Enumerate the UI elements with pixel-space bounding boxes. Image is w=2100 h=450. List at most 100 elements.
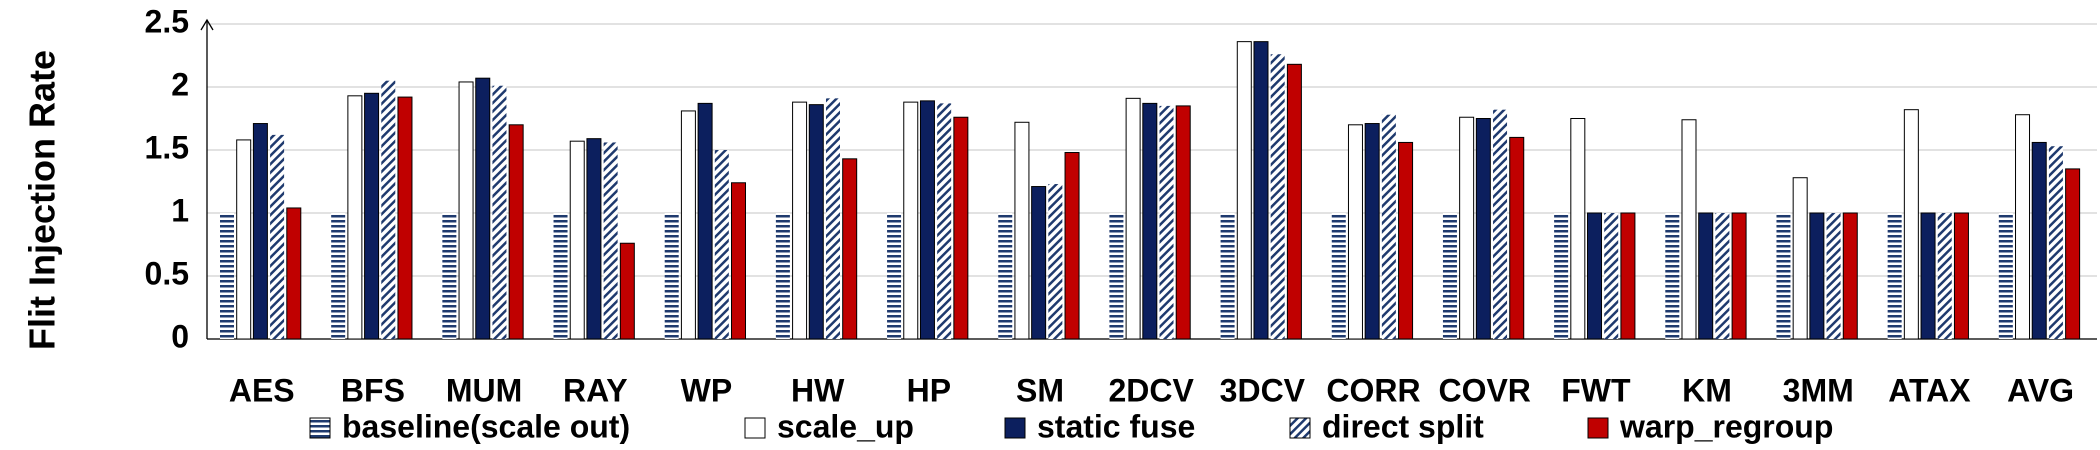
bar <box>442 213 457 339</box>
bar <box>1953 212 1969 340</box>
bar <box>1937 213 1952 339</box>
legend-label: baseline(scale out) <box>342 408 630 444</box>
bar <box>1842 212 1858 340</box>
bar <box>1398 141 1414 340</box>
x-tick-label: AES <box>229 372 295 408</box>
bar <box>1014 121 1030 340</box>
bar <box>887 213 902 339</box>
bar <box>808 104 824 340</box>
bar <box>1331 213 1346 339</box>
bar <box>842 158 858 340</box>
bar <box>347 95 363 340</box>
bar <box>1347 124 1363 340</box>
bar <box>1587 212 1603 340</box>
x-tick-label: 3DCV <box>1220 372 1306 408</box>
bar <box>1998 213 2013 339</box>
x-tick-label: HP <box>907 372 951 408</box>
bar <box>1715 213 1730 339</box>
bar <box>1220 213 1235 339</box>
bar <box>1776 213 1791 339</box>
y-tick-label: 1 <box>171 192 189 228</box>
y-axis-arrow <box>200 18 214 31</box>
bar <box>270 134 285 339</box>
bar <box>1125 97 1141 340</box>
bar <box>2031 141 2047 340</box>
bar <box>381 80 396 339</box>
legend-label: direct split <box>1322 408 1484 444</box>
bar <box>1381 114 1396 339</box>
y-tick-label: 0 <box>171 318 189 354</box>
bar <box>1109 213 1124 339</box>
bar <box>1604 213 1619 339</box>
x-tick-label: WP <box>681 372 733 408</box>
bar <box>1459 116 1475 340</box>
bar <box>364 92 380 340</box>
bar <box>2015 114 2031 340</box>
bar <box>1031 186 1047 340</box>
legend-swatch <box>744 417 766 439</box>
bar <box>697 102 713 340</box>
bar <box>1159 105 1174 340</box>
bar <box>1681 119 1697 340</box>
bar <box>1364 123 1380 340</box>
y-tick-label: 2 <box>171 66 189 102</box>
y-tick-label: 0.5 <box>145 255 189 291</box>
x-tick-label: RAY <box>563 372 628 408</box>
bar <box>252 123 268 340</box>
bar <box>458 81 474 340</box>
bar <box>714 150 729 339</box>
bar <box>937 103 952 339</box>
bar <box>553 213 568 339</box>
bar <box>919 100 935 340</box>
bar <box>619 242 635 340</box>
legend-label: scale_up <box>777 408 914 444</box>
x-tick-label: COVR <box>1438 372 1530 408</box>
bar <box>331 213 346 339</box>
bar <box>1792 177 1808 340</box>
bar <box>1253 41 1269 340</box>
bar <box>903 101 919 340</box>
bar <box>220 213 234 339</box>
bar <box>1620 212 1636 340</box>
x-tick-label: HW <box>791 372 845 408</box>
bar <box>1920 212 1936 340</box>
x-tick-label: AVG <box>2007 372 2074 408</box>
bar <box>508 124 524 340</box>
bar <box>1475 118 1491 340</box>
bar <box>1554 213 1569 339</box>
legend-swatch <box>1289 417 1311 439</box>
bar <box>492 85 507 340</box>
bar <box>1570 118 1586 340</box>
bar <box>1270 54 1285 340</box>
legend-label: warp_regroup <box>1619 408 1833 444</box>
bar <box>1887 213 1902 339</box>
x-tick-label: 2DCV <box>1108 372 1194 408</box>
bar <box>236 139 252 340</box>
bar <box>1665 213 1680 339</box>
bar <box>2048 146 2063 339</box>
x-tick-label: 3MM <box>1783 372 1854 408</box>
bar <box>1698 212 1714 340</box>
legend-label: static fuse <box>1037 408 1195 444</box>
x-tick-label: KM <box>1682 372 1732 408</box>
bar <box>1236 41 1252 340</box>
bar <box>1286 63 1302 340</box>
bar <box>569 140 585 340</box>
bar <box>1826 213 1841 339</box>
legend-swatch <box>1587 417 1609 439</box>
bar <box>1903 109 1919 340</box>
bar <box>1509 136 1525 340</box>
bar <box>2065 168 2081 340</box>
bar <box>664 213 679 339</box>
y-tick-label: 1.5 <box>145 129 189 165</box>
x-tick-label: FWT <box>1561 372 1631 408</box>
bar <box>286 207 302 340</box>
x-tick-label: CORR <box>1326 372 1420 408</box>
bar <box>1731 212 1747 340</box>
bar <box>731 182 747 340</box>
bar <box>1048 184 1063 339</box>
x-tick-label: MUM <box>446 372 522 408</box>
bar <box>1175 105 1191 340</box>
legend-swatch <box>309 417 331 439</box>
x-tick-label: BFS <box>341 372 405 408</box>
